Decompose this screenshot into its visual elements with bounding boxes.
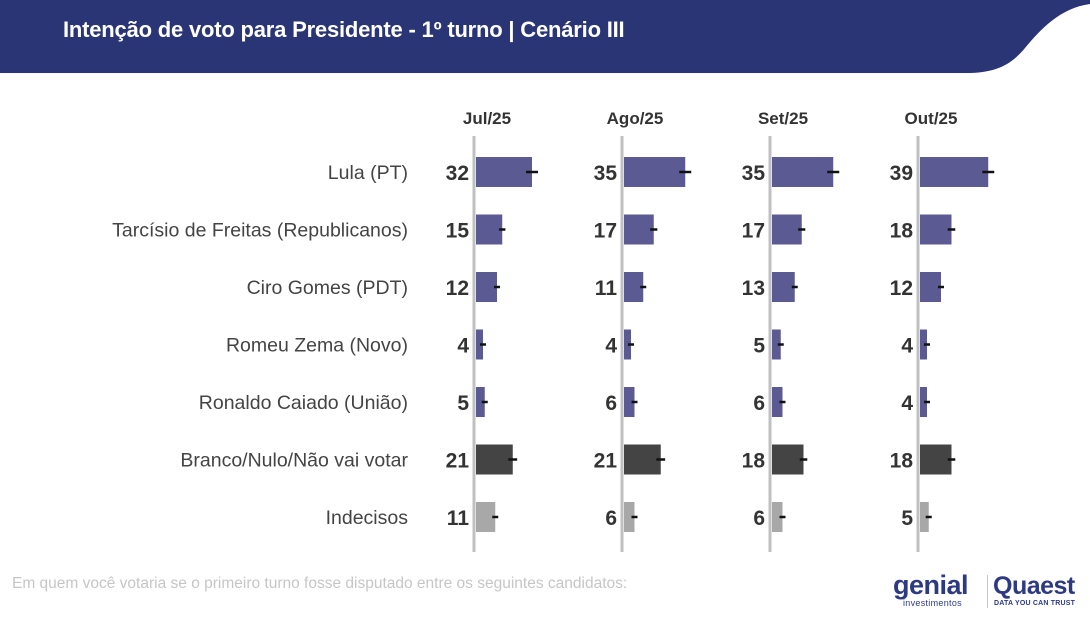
category-label: Ronaldo Caiado (União) [199, 392, 408, 414]
category-label: Ciro Gomes (PDT) [247, 277, 408, 299]
data-label: 17 [594, 220, 617, 243]
data-label: 5 [901, 507, 913, 530]
category-label: Tarcísio de Freitas (Republicanos) [112, 220, 408, 242]
data-label: 15 [446, 220, 470, 243]
data-label: 35 [594, 162, 618, 185]
quaest-logo: Quaest [993, 572, 1075, 600]
bar [920, 272, 941, 302]
data-label: 21 [446, 450, 470, 473]
data-label: 18 [890, 220, 914, 243]
question-footnote: Em quem você votaria se o primeiro turno… [12, 575, 628, 592]
header-background [0, 0, 1090, 73]
data-label: 6 [605, 392, 617, 415]
data-label: 11 [447, 507, 470, 530]
bar [624, 444, 661, 475]
bar [624, 387, 635, 417]
data-label: 6 [605, 507, 617, 530]
data-label: 4 [457, 335, 469, 358]
data-label: 35 [742, 162, 766, 185]
category-label: Branco/Nulo/Não vai votar [180, 450, 408, 472]
logos: genial investimentos Quaest DATA YOU CAN… [893, 572, 1085, 612]
quaest-logo-tagline: DATA YOU CAN TRUST [994, 600, 1076, 607]
bar [476, 272, 497, 302]
bar [772, 444, 804, 475]
bar [920, 329, 927, 360]
bar-chart: Lula (PT) Tarcísio de Freitas (Republican… [112, 109, 995, 552]
category-label: Romeu Zema (Novo) [226, 335, 408, 357]
bar [476, 387, 485, 417]
bar [772, 387, 783, 417]
bar [920, 387, 927, 417]
bar [772, 329, 781, 360]
category-label: Lula (PT) [328, 162, 408, 184]
data-label: 18 [890, 450, 914, 473]
data-label: 12 [890, 277, 913, 300]
data-label: 5 [457, 392, 469, 415]
bar [624, 272, 644, 302]
bar [920, 444, 952, 475]
bar [772, 157, 834, 187]
genial-logo: genial [893, 570, 969, 600]
bar [476, 157, 532, 187]
series-header: Jul/25 [463, 109, 511, 128]
bar [624, 214, 654, 245]
data-label: 12 [446, 277, 469, 300]
data-label: 21 [594, 450, 618, 473]
page-title: Intenção de voto para Presidente - 1º tu… [63, 17, 625, 42]
data-label: 11 [595, 277, 618, 300]
series-header: Out/25 [905, 109, 958, 128]
bar [624, 157, 686, 187]
series-header: Ago/25 [607, 109, 664, 128]
data-label: 5 [753, 335, 765, 358]
bar [476, 444, 513, 475]
bar [920, 502, 929, 532]
bar [772, 214, 802, 245]
data-label: 32 [446, 162, 469, 185]
category-label: Indecisos [326, 507, 409, 529]
data-label: 4 [901, 392, 913, 415]
data-label: 39 [890, 162, 913, 185]
bar [624, 329, 631, 360]
bar [476, 214, 503, 245]
data-label: 4 [605, 335, 617, 358]
data-label: 6 [753, 507, 765, 530]
bar [772, 272, 795, 302]
bar [772, 502, 783, 532]
data-label: 6 [753, 392, 765, 415]
genial-logo-subtitle: investimentos [903, 598, 962, 608]
bar [920, 157, 989, 187]
series-header: Set/25 [758, 109, 808, 128]
data-label: 13 [742, 277, 765, 300]
data-label: 18 [742, 450, 766, 473]
bar [476, 329, 483, 360]
data-label: 17 [742, 220, 765, 243]
header-banner: Intenção de voto para Presidente - 1º tu… [0, 0, 1090, 73]
bar [624, 502, 635, 532]
bar [920, 214, 952, 245]
logo-divider [987, 575, 988, 608]
bar [476, 502, 496, 532]
data-label: 4 [901, 335, 913, 358]
